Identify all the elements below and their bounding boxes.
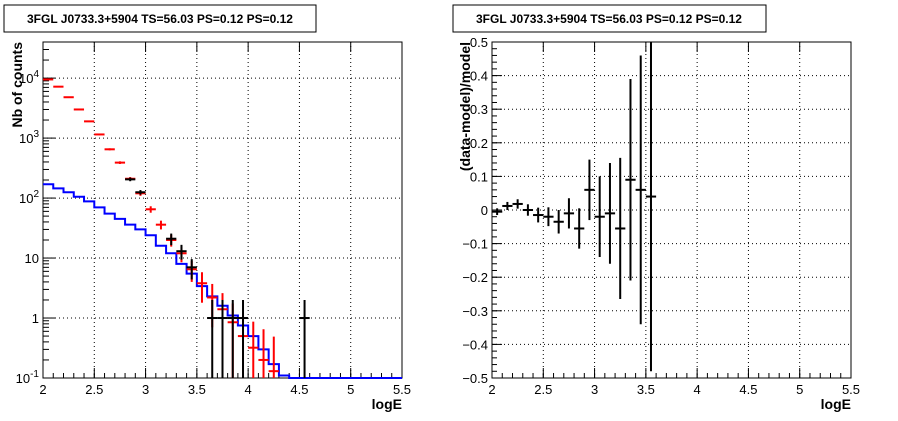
left-y-tick-label: 104 [19,69,39,86]
right-y-tick-label: 0.3 [470,102,488,117]
left-y-tick-label: 10-1 [16,369,40,386]
left-title-box [3,4,317,33]
right-x-tick-label: 5.5 [842,382,860,397]
left-title: 3FGL J0733.3+5904 TS=56.03 PS=0.12 PS=0.… [27,12,293,26]
left-ticks: 2 2.5 3 3.5 4 4.5 5 5.5 10-1 1 10 102 103 104 [16,41,411,397]
right-pad: 3FGL J0733.3+5904 TS=56.03 PS=0.12 PS=0.… [452,4,860,412]
right-title-box [452,4,767,33]
left-y-tick-label: 103 [19,129,39,146]
right-y-tick-label: 0.5 [470,35,488,50]
left-y-tick-label: 102 [19,189,39,206]
right-x-tick-label: 3 [591,382,598,397]
left-grid [43,42,402,378]
right-y-tick-label: 0.4 [470,69,488,84]
left-pad: 3FGL J0733.3+5904 TS=56.03 PS=0.12 PS=0.… [3,4,411,412]
right-y-tick-label: −0.3 [462,304,488,319]
left-x-tick-label: 5.5 [393,382,411,397]
right-y-tick-label: 0 [481,203,488,218]
left-x-tick-label: 3.5 [188,382,206,397]
right-y-tick-label: −0.4 [462,337,488,352]
right-x-tick-label: 5 [796,382,803,397]
right-x-tick-label: 2.5 [534,382,552,397]
right-y-tick-label: −0.2 [462,270,488,285]
left-x-tick-label: 4.5 [290,382,308,397]
right-series [492,42,657,372]
right-grid [492,42,851,378]
right-frame [491,41,852,379]
left-series [43,78,402,379]
right-y-tick-label: −0.5 [462,371,488,386]
left-x-tick-label: 2 [39,382,46,397]
right-y-tick-label: 0.2 [470,136,488,151]
left-x-axis-title: logE [372,396,402,412]
left-x-tick-label: 5 [347,382,354,397]
right-y-tick-label: −0.1 [462,237,488,252]
right-y-tick-label: 0.1 [470,169,488,184]
right-x-tick-label: 4.5 [739,382,757,397]
left-x-tick-label: 2.5 [85,382,103,397]
left-x-tick-label: 4 [245,382,252,397]
right-x-tick-label: 4 [694,382,701,397]
left-y-axis-title: Nb of counts [9,42,25,128]
left-x-tick-label: 3 [142,382,149,397]
left-y-tick-label: 10 [25,251,39,266]
right-title: 3FGL J0733.3+5904 TS=56.03 PS=0.12 PS=0.… [476,12,742,26]
right-x-tick-label: 2 [488,382,495,397]
right-ticks: 2 2.5 3 3.5 4 4.5 5 5.5 −0.5 −0.4 −0.3 −0.2 −0.1 0 0.1… [462,35,860,397]
left-y-tick-label: 1 [32,311,39,326]
right-x-axis-title: logE [821,396,851,412]
right-y-axis-title: (data-model)/model [457,42,473,171]
right-x-tick-label: 3.5 [637,382,655,397]
